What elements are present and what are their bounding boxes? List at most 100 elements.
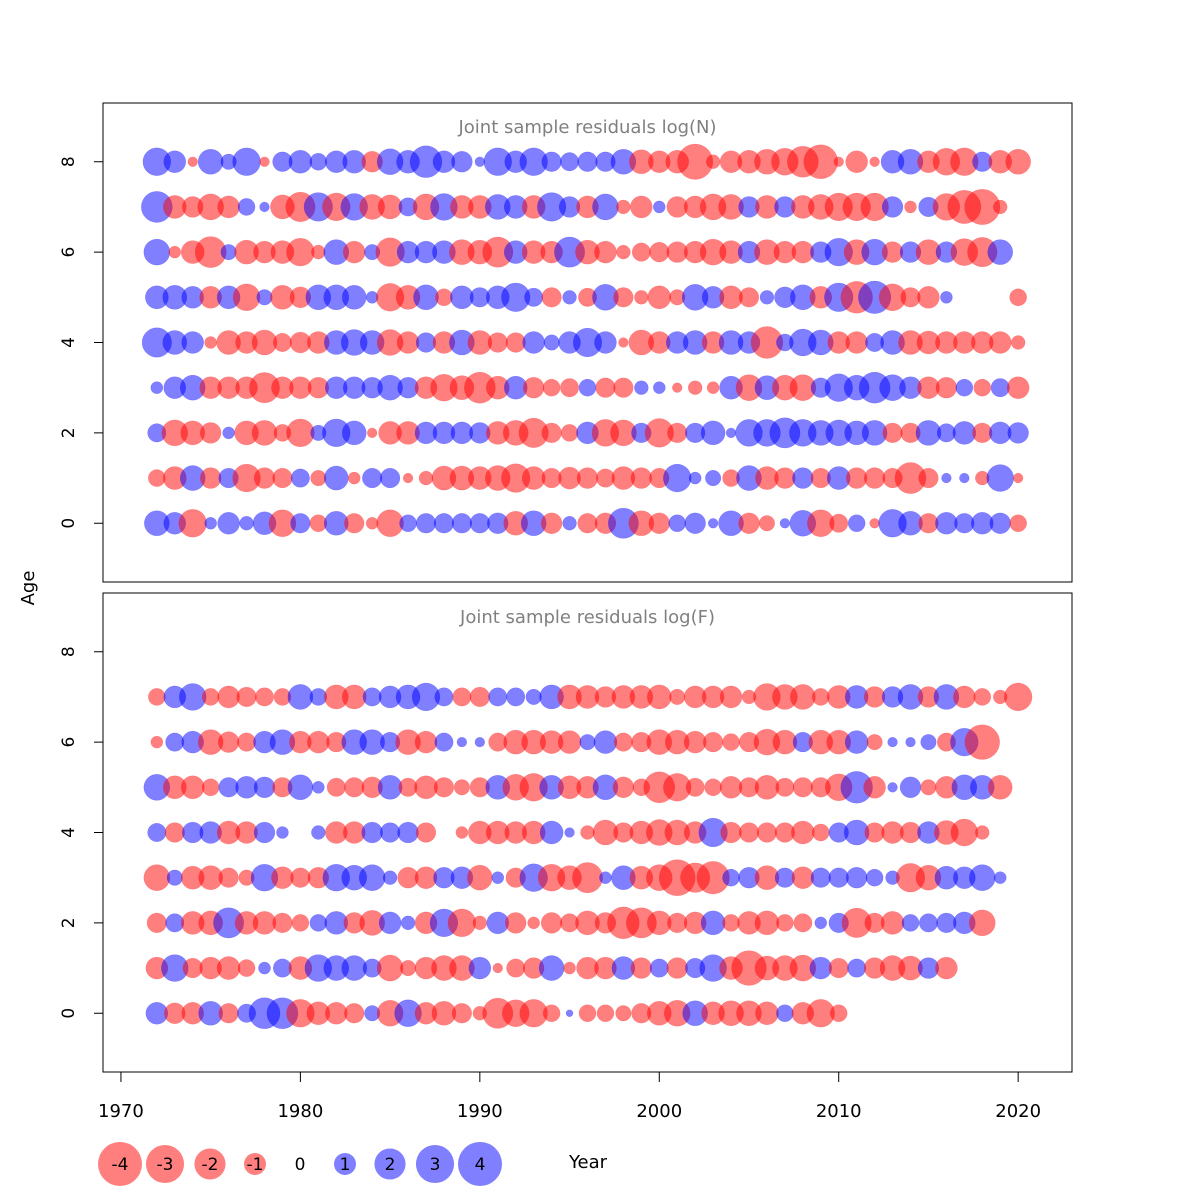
residual-bubble bbox=[577, 513, 598, 534]
residual-bubble bbox=[576, 467, 599, 489]
residual-bubble bbox=[833, 156, 844, 167]
residual-bubble bbox=[204, 336, 217, 349]
residual-bubble bbox=[1012, 472, 1024, 484]
residual-bubble bbox=[847, 514, 866, 533]
residual-bubble bbox=[474, 156, 486, 167]
legend-label: 0 bbox=[295, 1155, 306, 1175]
residual-bubble bbox=[634, 290, 649, 305]
residual-bubble bbox=[307, 730, 330, 754]
legend-label: -2 bbox=[202, 1155, 219, 1175]
residual-bubble bbox=[634, 380, 649, 395]
residual-bubble bbox=[666, 957, 688, 979]
residual-bubble bbox=[540, 912, 563, 934]
residual-bubble bbox=[776, 914, 794, 932]
residual-bubble bbox=[341, 420, 367, 446]
residual-bubble bbox=[594, 331, 617, 354]
residual-bubble bbox=[613, 732, 633, 752]
residual-bubble bbox=[869, 156, 880, 167]
residual-bubble bbox=[414, 730, 438, 754]
residual-bubble bbox=[779, 518, 791, 529]
residual-bubble bbox=[595, 377, 616, 398]
residual-bubble bbox=[271, 866, 294, 889]
y-tick-label: 6 bbox=[59, 737, 79, 748]
residual-bubble bbox=[217, 195, 240, 219]
residual-bubble bbox=[987, 239, 1014, 265]
residual-bubble bbox=[402, 472, 414, 484]
residual-bubble bbox=[1004, 682, 1033, 712]
residual-bubble bbox=[993, 199, 1008, 215]
residual-bubble bbox=[647, 285, 672, 310]
residual-bubble bbox=[434, 732, 454, 752]
residual-bubble bbox=[577, 151, 598, 172]
legend-bubble bbox=[458, 1142, 502, 1186]
y-tick-label: 0 bbox=[59, 518, 79, 529]
residual-bubble bbox=[287, 684, 314, 710]
residual-bubble bbox=[887, 736, 898, 748]
x-axis: 1970 1980 1990 2000 2010 2020 bbox=[98, 1071, 1041, 1122]
residual-bubble bbox=[722, 914, 740, 932]
residual-bubble bbox=[376, 954, 404, 982]
residual-bubble bbox=[810, 867, 831, 888]
residual-bubble bbox=[918, 467, 939, 489]
bubble-size-legend: -4 -3 -2 -1 0 1 2 3 4 bbox=[98, 1142, 502, 1186]
residual-bubble bbox=[580, 825, 595, 840]
residual-bubble bbox=[311, 825, 326, 840]
residual-bubble bbox=[792, 467, 814, 489]
residual-bubble bbox=[255, 687, 274, 707]
residual-bubble bbox=[163, 150, 187, 173]
residual-bubble bbox=[1006, 376, 1030, 399]
residual-bubble bbox=[630, 195, 653, 219]
panel-title: Joint sample residuals log(N) bbox=[457, 117, 716, 138]
residual-bubble bbox=[451, 513, 472, 534]
residual-bubble bbox=[866, 734, 883, 751]
residual-bubble bbox=[935, 956, 958, 980]
residual-bubble bbox=[829, 1004, 848, 1023]
residual-bubble bbox=[828, 867, 849, 888]
residual-bubble bbox=[311, 244, 326, 260]
y-tick-label: 2 bbox=[59, 427, 79, 438]
residual-bubble bbox=[487, 332, 508, 353]
residual-bubble bbox=[232, 283, 261, 312]
residual-bubble bbox=[863, 776, 886, 799]
residual-bubble bbox=[290, 867, 311, 888]
residual-bubble bbox=[705, 154, 721, 169]
residual-bubble bbox=[844, 730, 869, 754]
residual-bubble bbox=[538, 955, 565, 981]
residual-bubble bbox=[955, 378, 974, 397]
residual-bubble bbox=[146, 912, 167, 933]
residual-bubble bbox=[882, 422, 903, 443]
residual-bubble bbox=[541, 287, 562, 308]
residual-bubble bbox=[988, 331, 1012, 354]
residual-bubble bbox=[435, 288, 453, 307]
y-tick-label: 8 bbox=[59, 646, 79, 657]
residual-bubble bbox=[506, 958, 526, 978]
y-tick-label: 6 bbox=[59, 247, 79, 258]
residual-bubble bbox=[615, 1005, 632, 1022]
residual-bubble bbox=[168, 245, 182, 259]
residual-bubble bbox=[612, 776, 635, 798]
residual-bubble bbox=[187, 156, 198, 167]
residual-bubble bbox=[456, 736, 468, 748]
legend-label: 2 bbox=[385, 1155, 396, 1175]
residual-bubble bbox=[272, 333, 292, 352]
residual-bubble bbox=[347, 471, 361, 485]
residual-bubble bbox=[685, 777, 705, 797]
residual-bubble bbox=[754, 910, 780, 936]
residual-bubble bbox=[181, 331, 204, 354]
residual-bubble bbox=[164, 822, 185, 843]
residual-bubble bbox=[758, 515, 775, 532]
residual-bubble bbox=[845, 331, 868, 354]
x-tick-label: 2020 bbox=[995, 1101, 1041, 1122]
residual-bubble bbox=[286, 237, 315, 267]
residual-bubble bbox=[683, 730, 707, 754]
residual-bubble bbox=[565, 1009, 574, 1017]
residual-bubble bbox=[539, 820, 564, 845]
residual-bubble bbox=[467, 864, 493, 891]
residual-bubble bbox=[791, 820, 815, 845]
residual-bubble bbox=[451, 151, 473, 173]
residual-bubble bbox=[649, 242, 670, 263]
residual-bubble bbox=[593, 730, 618, 754]
residual-bubble bbox=[217, 685, 240, 709]
legend-bubble bbox=[98, 1142, 142, 1186]
